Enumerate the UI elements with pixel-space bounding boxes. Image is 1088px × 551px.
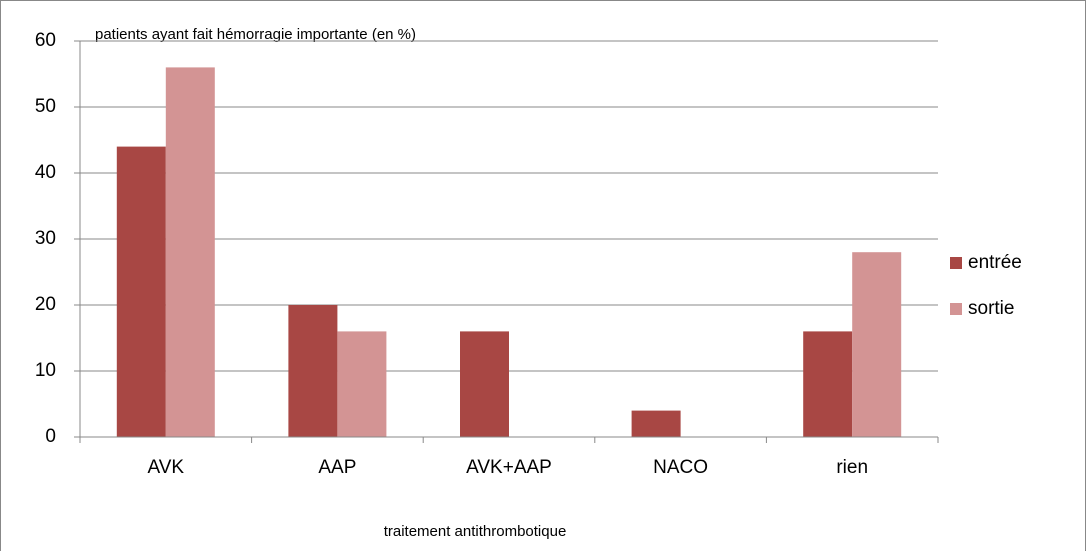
chart-title: patients ayant fait hémorragie important…: [95, 26, 416, 43]
bar: [116, 146, 166, 437]
x-tick-label: AVK+AAP: [466, 457, 552, 478]
x-tick-label: AAP: [318, 457, 356, 478]
x-tick-label: rien: [836, 457, 868, 478]
legend-swatch: [950, 257, 962, 269]
legend-label: entrée: [968, 252, 1022, 273]
bar: [165, 67, 215, 438]
legend-swatch: [950, 303, 962, 315]
legend-label: sortie: [968, 298, 1014, 319]
x-axis-label: traitement antithrombotique: [384, 523, 567, 540]
bar: [803, 331, 853, 437]
y-tick-label: 30: [35, 228, 56, 249]
y-tick-label: 60: [35, 30, 56, 51]
bar: [288, 305, 338, 437]
y-tick-label: 40: [35, 162, 56, 183]
bar: [460, 331, 509, 437]
y-tick-label: 10: [35, 360, 56, 381]
bar: [337, 331, 387, 437]
y-tick-label: 0: [45, 426, 56, 447]
bar: [852, 252, 902, 437]
x-tick-label: NACO: [653, 457, 708, 478]
x-tick-label: AVK: [147, 457, 184, 478]
y-tick-label: 20: [35, 294, 56, 315]
y-tick-label: 50: [35, 96, 56, 117]
bar: [631, 410, 681, 437]
